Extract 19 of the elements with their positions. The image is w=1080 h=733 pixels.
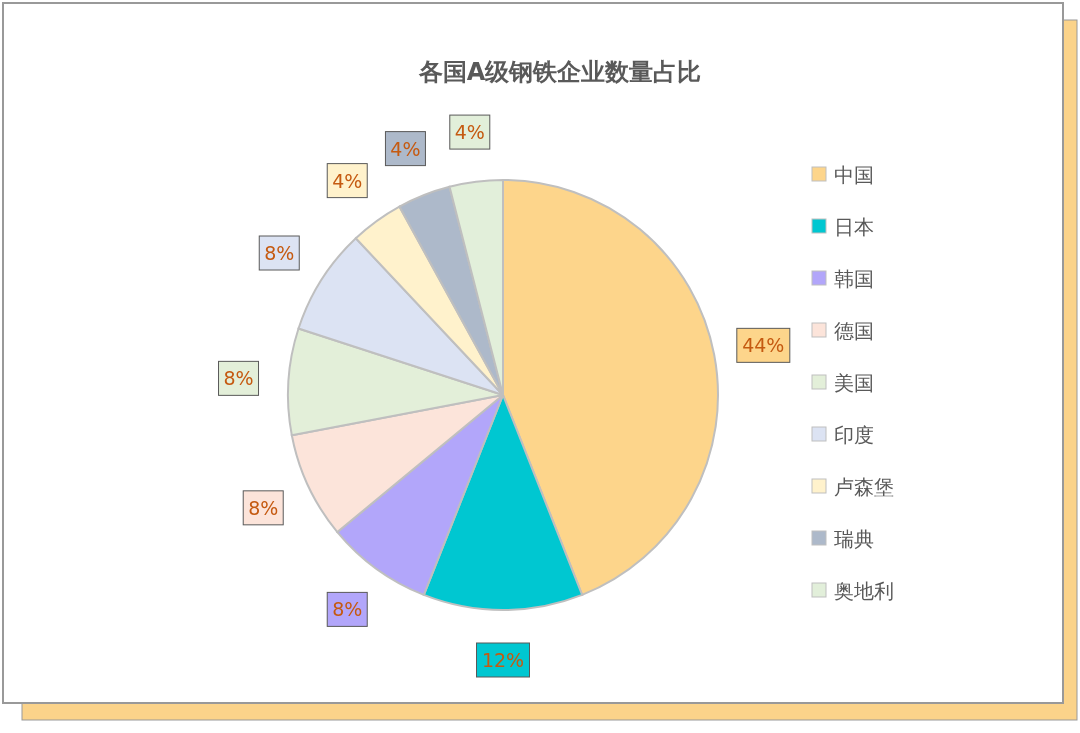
legend-label: 瑞典 xyxy=(834,527,874,551)
data-label: 8% xyxy=(264,242,295,265)
data-label: 12% xyxy=(481,649,525,671)
legend-label: 美国 xyxy=(834,371,874,395)
data-label: 8% xyxy=(248,496,279,519)
legend-label: 印度 xyxy=(834,423,874,447)
data-label: 4% xyxy=(332,169,363,192)
chart-title: 各国A级钢铁企业数量占比 xyxy=(417,58,702,86)
legend-label: 韩国 xyxy=(834,267,874,291)
data-label: 4% xyxy=(390,137,421,160)
legend-label: 日本 xyxy=(834,215,874,239)
legend-label: 德国 xyxy=(834,319,874,343)
data-label: 44% xyxy=(742,334,785,357)
legend-label: 中国 xyxy=(834,163,874,187)
data-label: 8% xyxy=(223,367,254,390)
legend-label: 奥地利 xyxy=(834,579,894,603)
data-label: 4% xyxy=(454,121,485,144)
legend-label: 卢森堡 xyxy=(834,475,894,499)
data-label: 8% xyxy=(332,598,363,621)
